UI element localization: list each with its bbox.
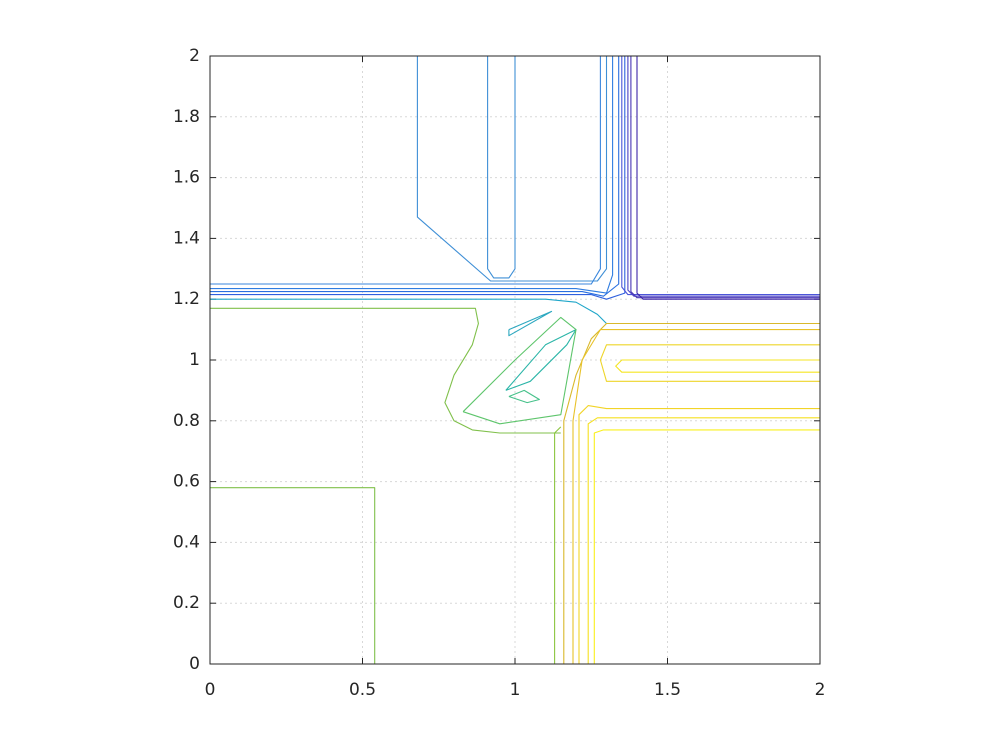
y-tick-label: 0.8: [173, 411, 200, 431]
axes-box: [209, 55, 821, 665]
contour-line: [508, 310, 553, 337]
contour-line: [462, 316, 577, 425]
contour-line: [487, 56, 516, 279]
y-tick-label: 0.6: [173, 472, 200, 492]
contour-line: [210, 298, 607, 324]
y-tick-label: 1.2: [173, 289, 200, 309]
contour-line: [599, 344, 820, 382]
x-tick-label: 0: [205, 680, 216, 700]
contour-line: [210, 56, 601, 285]
contour-line: [615, 359, 820, 373]
contour-line: [593, 429, 820, 664]
contour-line: [636, 56, 820, 300]
x-tick-label: 2: [815, 680, 826, 700]
contour-line: [572, 329, 820, 664]
x-tick-label: 1: [510, 680, 521, 700]
y-tick-label: 1: [189, 350, 200, 370]
y-tick-label: 1.4: [173, 228, 200, 248]
contour-line: [630, 56, 820, 299]
x-tick-label: 0.5: [349, 680, 376, 700]
contour-line: [578, 405, 820, 664]
y-tick-label: 1.6: [173, 168, 200, 188]
contour-line: [505, 329, 577, 391]
y-tick-label: 2: [189, 46, 200, 66]
x-tick-label: 1.5: [654, 680, 681, 700]
y-tick-label: 0.2: [173, 593, 200, 613]
contour-line: [627, 56, 820, 297]
y-tick-label: 0.4: [173, 532, 200, 552]
y-tick-label: 0: [189, 654, 200, 674]
contour-line: [416, 56, 608, 282]
contour-line: [210, 307, 561, 434]
contour-line: [554, 426, 562, 664]
contour-line: [210, 56, 620, 297]
contour-line: [508, 389, 540, 404]
y-tick-label: 1.8: [173, 107, 200, 127]
contour-line: [621, 56, 820, 296]
contour-line: [587, 417, 820, 664]
contour-line: [210, 487, 376, 664]
contour-line: [210, 56, 626, 300]
